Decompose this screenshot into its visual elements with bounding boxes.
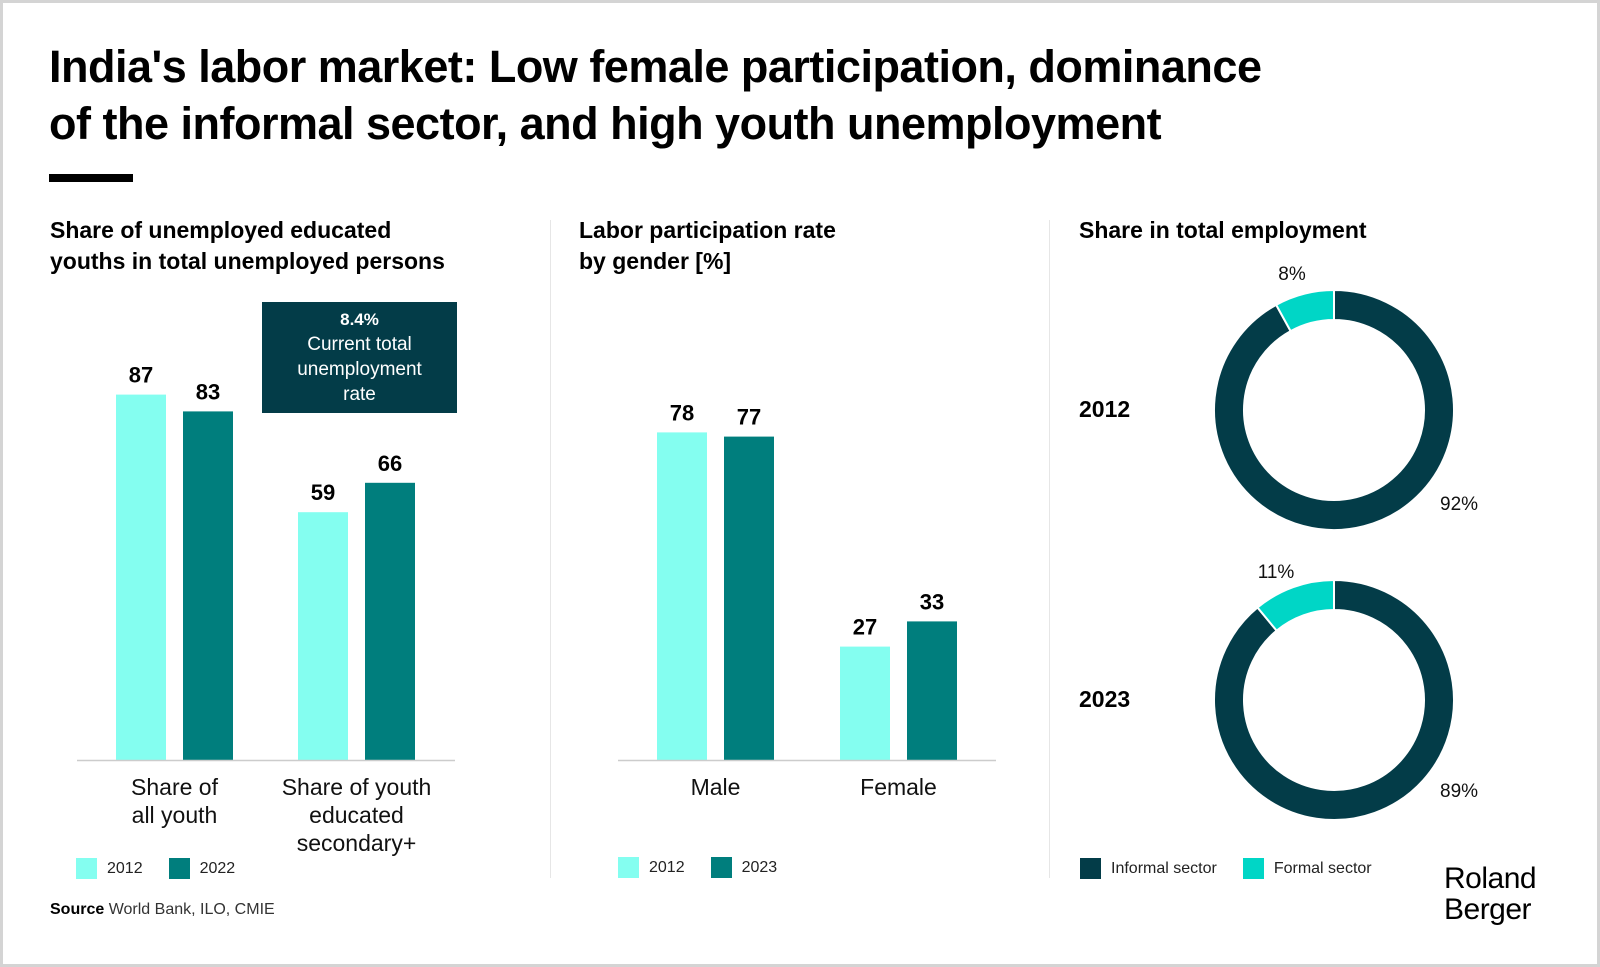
legend-label: 2023 <box>741 858 778 876</box>
chart1-title-line-2: youths in total unemployed persons <box>50 248 445 274</box>
category-label: Share of <box>131 774 219 800</box>
bar-value-label: 77 <box>737 405 761 430</box>
donut-2023-informal-sector-slice <box>1213 578 1455 821</box>
donut-2012-formal-sector-slice <box>1274 288 1335 333</box>
category-label: Male <box>691 774 741 800</box>
callout-line-2: unemployment <box>297 359 422 380</box>
chart2-title-line-2: by gender [%] <box>579 248 732 274</box>
legend-item-formal: Formal sector <box>1242 858 1372 879</box>
callout-value: 8.4% <box>340 310 379 329</box>
donut-2023-formal-sector-slice <box>1256 578 1335 633</box>
legend-item-2012: 2012 <box>76 858 143 879</box>
donut-informal-label: 89% <box>1440 781 1478 802</box>
callout-line-3: rate <box>343 384 376 405</box>
chart1-legend: 2012 2022 <box>76 858 261 879</box>
source-text: World Bank, ILO, CMIE <box>108 901 275 918</box>
chart1-title-line-1: Share of unemployed educated <box>50 217 392 243</box>
category-label: Share of youth <box>282 774 432 800</box>
legend-label: Formal sector <box>1273 859 1372 877</box>
legend-swatch <box>710 857 732 878</box>
chart3-legend: Informal sector Formal sector <box>1080 858 1398 879</box>
bar-value-label: 33 <box>920 589 944 614</box>
legend-label: 2022 <box>199 859 236 877</box>
bar-0-0-2012 <box>116 394 166 760</box>
chart3-title: Share in total employment <box>1079 215 1367 246</box>
source-note: Source World Bank, ILO, CMIE <box>50 901 275 919</box>
donut-informal-label: 92% <box>1440 494 1478 515</box>
panel-divider-1 <box>550 220 551 878</box>
logo-line-1: Roland <box>1444 862 1537 895</box>
panel-divider-2 <box>1049 220 1050 878</box>
chart1-title: Share of unemployed educated youths in t… <box>50 215 445 277</box>
logo-line-2: Berger <box>1444 893 1532 926</box>
bar-value-label: 87 <box>129 363 153 388</box>
category-label: educated <box>309 802 404 828</box>
legend-item-2012: 2012 <box>618 857 685 878</box>
chart3-title-line: Share in total employment <box>1079 217 1367 243</box>
bar-value-label: 27 <box>853 615 877 640</box>
legend-swatch <box>1242 858 1264 879</box>
chart2-legend: 2012 2023 <box>618 857 803 878</box>
unemployment-callout: 8.4% Current total unemployment rate <box>262 302 457 413</box>
callout-line-1: Current total <box>307 334 412 355</box>
bar-value-label: 78 <box>670 400 694 425</box>
bar-0-1-2012 <box>298 512 348 760</box>
roland-berger-logo: Roland Berger <box>1444 862 1537 926</box>
chart2-title: Labor participation rate by gender [%] <box>579 215 836 277</box>
page-title: India's labor market: Low female partici… <box>49 38 1499 152</box>
legend-swatch <box>76 858 97 879</box>
legend-item-2022: 2022 <box>168 858 236 879</box>
legend-swatch <box>618 857 639 878</box>
legend-label: 2012 <box>107 859 143 877</box>
donut-year-2012: 2012 <box>1079 396 1131 422</box>
bar-1-1-2023 <box>907 621 957 760</box>
bar-0-1-2022 <box>365 482 415 760</box>
category-label: Female <box>860 774 937 800</box>
chart2-title-line-1: Labor participation rate <box>579 217 836 243</box>
title-line-2: of the informal sector, and high youth u… <box>49 98 1162 149</box>
bar-0-0-2022 <box>183 411 233 760</box>
legend-item-informal: Informal sector <box>1080 858 1217 879</box>
donut-2012-informal-sector-slice <box>1213 288 1455 531</box>
donut-year-2023: 2023 <box>1079 686 1131 712</box>
legend-item-2023: 2023 <box>710 857 778 878</box>
donut-formal-label: 8% <box>1278 264 1306 285</box>
category-label: secondary+ <box>297 830 417 856</box>
bar-1-0-2023 <box>724 436 774 760</box>
title-line-1: India's labor market: Low female partici… <box>49 41 1262 92</box>
bar-value-label: 83 <box>196 379 220 404</box>
bar-1-0-2012 <box>657 432 707 760</box>
bar-1-1-2012 <box>840 646 890 760</box>
category-label: all youth <box>132 802 218 828</box>
title-underline <box>49 174 133 182</box>
bar-value-label: 66 <box>378 451 402 476</box>
legend-swatch <box>168 858 190 879</box>
donut-formal-label: 11% <box>1258 562 1295 583</box>
legend-label: Informal sector <box>1111 859 1217 877</box>
bar-value-label: 59 <box>311 480 335 505</box>
source-label: Source <box>50 901 105 918</box>
legend-label: 2012 <box>649 858 685 876</box>
legend-swatch <box>1080 858 1101 879</box>
